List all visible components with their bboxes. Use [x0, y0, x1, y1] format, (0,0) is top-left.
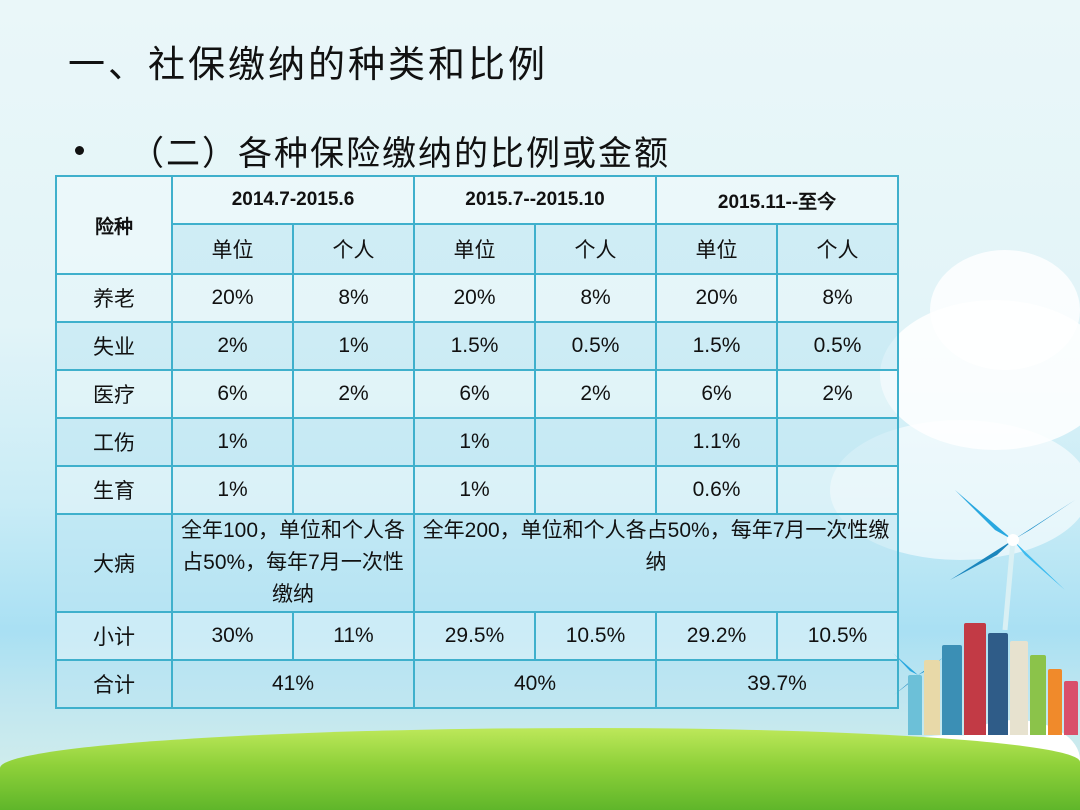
- row-label: 医疗: [55, 369, 173, 419]
- row-label: 失业: [55, 321, 173, 371]
- employee-header: 个人: [776, 223, 900, 275]
- table-cell: 1%: [171, 417, 294, 467]
- critical-illness-note-period-2-3: 全年200，单位和个人各占50%，每年7月一次性缴纳: [412, 513, 900, 613]
- table-cell: [533, 417, 658, 467]
- pinwheel-large-icon: [950, 490, 1075, 630]
- employee-header: 个人: [292, 223, 415, 275]
- table-cell: 8%: [292, 273, 415, 323]
- employee-header: 个人: [533, 223, 658, 275]
- table-cell: 40%: [412, 659, 658, 709]
- table-cell: 20%: [171, 273, 294, 323]
- employer-header: 单位: [655, 223, 779, 275]
- bullet-dot-icon: [75, 146, 84, 155]
- table-row-subtotal: 小计 30% 11% 29.5% 10.5% 29.2% 10.5%: [55, 611, 900, 661]
- table-cell: 1.1%: [655, 417, 779, 467]
- books-illustration: [898, 620, 1080, 735]
- table-row-medical: 医疗 6% 2% 6% 2% 6% 2%: [55, 369, 900, 419]
- insurance-type-header: 险种: [55, 175, 173, 275]
- insurance-rate-table: 险种 2014.7-2015.6 2015.7--2015.10 2015.11…: [55, 175, 900, 709]
- row-label: 工伤: [55, 417, 173, 467]
- period-header-row: 险种 2014.7-2015.6 2015.7--2015.10 2015.11…: [55, 175, 900, 275]
- row-label: 养老: [55, 273, 173, 323]
- table-cell: 39.7%: [655, 659, 900, 709]
- table-cell: 11%: [292, 611, 415, 661]
- row-label: 生育: [55, 465, 173, 515]
- table-cell: 29.2%: [655, 611, 779, 661]
- table-cell: [776, 417, 900, 467]
- table-cell: 2%: [292, 369, 415, 419]
- table-cell: 1%: [413, 417, 536, 467]
- table-cell: 8%: [776, 273, 900, 323]
- critical-illness-note-period-1: 全年100，单位和个人各占50%，每年7月一次性缴纳: [171, 513, 415, 613]
- grass-hill: [0, 728, 1080, 810]
- period-header-2: 2015.7--2015.10: [412, 175, 658, 225]
- table-cell: 1%: [292, 321, 415, 371]
- table-cell: 29.5%: [413, 611, 536, 661]
- payer-header-row: 单位 个人 单位 个人 单位 个人: [56, 223, 900, 275]
- row-label: 大病: [55, 513, 173, 613]
- table-row-total: 合计 41% 40% 39.7%: [55, 659, 900, 709]
- table-cell: 8%: [533, 273, 658, 323]
- table-cell: 10.5%: [533, 611, 658, 661]
- table-cell: 0.6%: [655, 465, 779, 515]
- employer-header: 单位: [171, 223, 294, 275]
- table-cell: [292, 465, 415, 515]
- table-row-work-injury: 工伤 1% 1% 1.1%: [55, 417, 900, 467]
- table-row-maternity: 生育 1% 1% 0.6%: [55, 465, 900, 515]
- table-cell: 2%: [776, 369, 900, 419]
- employer-header: 单位: [413, 223, 536, 275]
- period-header-3: 2015.11--至今: [655, 175, 900, 225]
- subtitle-bullet-item: （二）各种保险缴纳的比例或金额: [75, 126, 670, 175]
- table-cell: [292, 417, 415, 467]
- table-cell: 30%: [171, 611, 294, 661]
- table-cell: 20%: [413, 273, 536, 323]
- table-row-pension: 养老 20% 8% 20% 8% 20% 8%: [55, 273, 900, 323]
- period-header-1: 2014.7-2015.6: [171, 175, 415, 225]
- table-cell: 1%: [413, 465, 536, 515]
- slide-title: 一、社保缴纳的种类和比例: [68, 43, 548, 86]
- subtitle-text: （二）各种保险缴纳的比例或金额: [130, 134, 670, 174]
- table-cell: 6%: [171, 369, 294, 419]
- table-cell: 6%: [413, 369, 536, 419]
- table-cell: 6%: [655, 369, 779, 419]
- table-cell: 0.5%: [776, 321, 900, 371]
- table-cell: 41%: [171, 659, 415, 709]
- table-cell: 2%: [171, 321, 294, 371]
- table-cell: 0.5%: [533, 321, 658, 371]
- row-label: 合计: [55, 659, 173, 709]
- row-label: 小计: [55, 611, 173, 661]
- table-row-critical-illness: 大病 全年100，单位和个人各占50%，每年7月一次性缴纳 全年200，单位和个…: [55, 513, 900, 613]
- table-cell: [776, 465, 900, 515]
- table-row-unemployment: 失业 2% 1% 1.5% 0.5% 1.5% 0.5%: [55, 321, 900, 371]
- table-cell: 1.5%: [655, 321, 779, 371]
- table-cell: 10.5%: [776, 611, 900, 661]
- table-cell: 20%: [655, 273, 779, 323]
- table-cell: 1%: [171, 465, 294, 515]
- table-cell: 2%: [533, 369, 658, 419]
- table-cell: 1.5%: [413, 321, 536, 371]
- table-cell: [533, 465, 658, 515]
